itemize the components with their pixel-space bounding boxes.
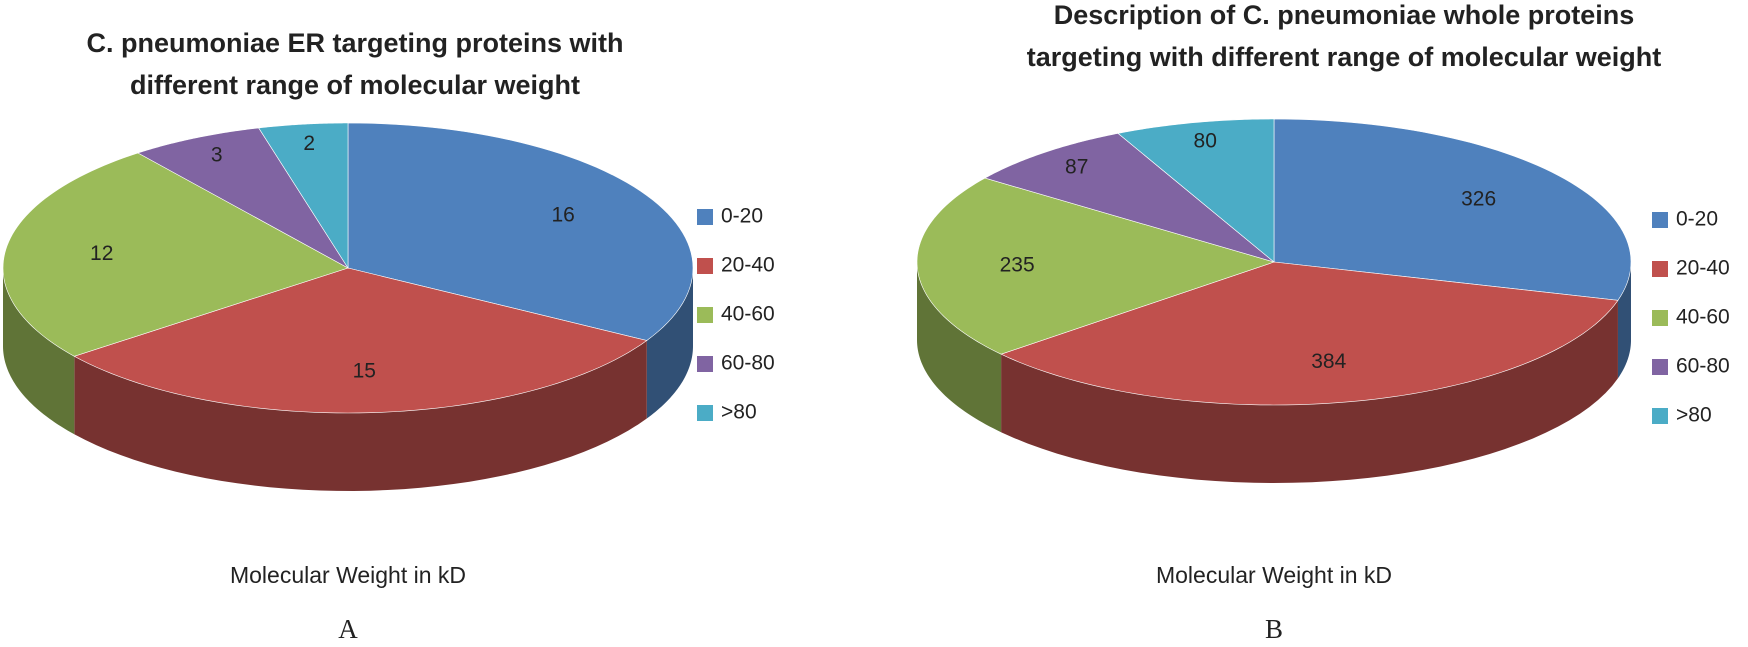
data-label: 326 <box>1461 187 1496 210</box>
data-label: 80 <box>1194 130 1217 153</box>
data-label: 3 <box>211 144 223 167</box>
slice <box>137 127 349 269</box>
legend-swatch <box>1652 212 1668 228</box>
legend-swatch <box>697 307 713 323</box>
data-label: 12 <box>90 242 113 265</box>
slice <box>2 152 349 357</box>
pie-chart: Description of C. pneumoniae whole prote… <box>916 0 1730 644</box>
title-line: C. pneumoniae ER targeting proteins with <box>86 28 623 58</box>
legend-swatch <box>697 209 713 225</box>
title-line: Description of C. pneumoniae whole prote… <box>1054 0 1635 30</box>
chart-title: C. pneumoniae ER targeting proteins with… <box>86 28 623 100</box>
slice <box>73 267 648 414</box>
legend-label: >80 <box>1676 404 1712 427</box>
pie-chart: C. pneumoniae ER targeting proteins with… <box>2 28 775 644</box>
legend-swatch <box>1652 359 1668 375</box>
legend-swatch <box>697 356 713 372</box>
legend-label: 20-40 <box>721 254 775 277</box>
legend-label: 40-60 <box>1676 306 1730 329</box>
x-axis-label: Molecular Weight in kD <box>230 562 466 588</box>
title-line: different range of molecular weight <box>130 70 580 100</box>
slice-side <box>3 268 75 435</box>
slice <box>347 122 694 341</box>
legend-label: 20-40 <box>1676 257 1730 280</box>
legend-label: 40-60 <box>721 303 775 326</box>
slice <box>984 133 1275 263</box>
legend-swatch <box>697 405 713 421</box>
x-axis-label: Molecular Weight in kD <box>1156 562 1392 588</box>
legend-swatch <box>1652 261 1668 277</box>
slice <box>916 177 1276 355</box>
legend-swatch <box>697 258 713 274</box>
slice <box>258 122 349 270</box>
slice-side <box>1001 300 1618 483</box>
slice <box>1000 261 1619 406</box>
data-label: 16 <box>551 203 574 226</box>
data-label: 87 <box>1065 155 1088 178</box>
legend-label: >80 <box>721 401 757 424</box>
legend-label: 0-20 <box>1676 208 1718 231</box>
slice-side <box>917 262 1002 433</box>
title-line: targeting with different range of molecu… <box>1027 42 1662 72</box>
data-label: 235 <box>1000 253 1035 276</box>
slice <box>1273 118 1632 301</box>
legend-swatch <box>1652 310 1668 326</box>
data-label: 2 <box>303 132 315 155</box>
data-label: 384 <box>1311 350 1346 373</box>
legend-label: 0-20 <box>721 205 763 228</box>
slice <box>1117 118 1275 263</box>
data-label: 15 <box>353 360 376 383</box>
slice-side <box>74 340 647 491</box>
legend-swatch <box>1652 408 1668 424</box>
legend-label: 60-80 <box>1676 355 1730 378</box>
slice-side <box>1617 262 1631 379</box>
legend-label: 60-80 <box>721 352 775 375</box>
panel-label: B <box>1265 614 1283 644</box>
panel-label: A <box>338 614 358 644</box>
chart-title: Description of C. pneumoniae whole prote… <box>1027 0 1662 72</box>
